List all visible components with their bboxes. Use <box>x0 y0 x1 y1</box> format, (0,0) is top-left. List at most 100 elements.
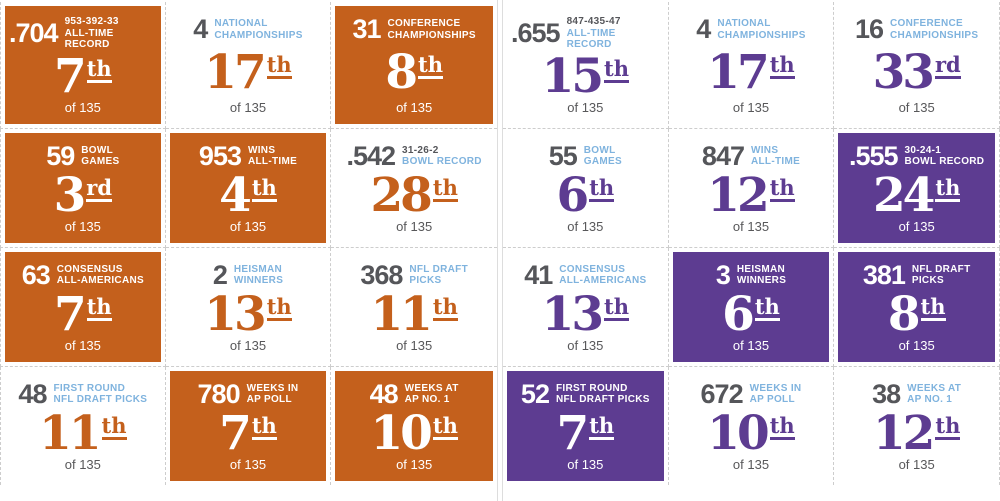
stat-label-line1: CONSENSUS <box>559 263 626 275</box>
rank-suffix: th <box>920 293 946 321</box>
rank-number: 13 <box>204 286 266 342</box>
rank-denominator: of 135 <box>732 99 770 115</box>
rank-suffix: th <box>935 412 961 440</box>
stat-label-line1: WEEKS AT <box>907 382 962 394</box>
stat-label-line2: BOWL RECORD <box>402 156 482 167</box>
rank-suffix: th <box>86 293 112 321</box>
stat-header: .555 30-24-1 BOWL RECORD <box>842 142 991 170</box>
rank-suffix: th <box>754 293 780 321</box>
stat-label-line1: FIRST ROUND <box>53 382 126 394</box>
stat-header: 3 HEISMAN WINNERS <box>677 261 826 289</box>
rank-denominator: of 135 <box>732 218 770 234</box>
stat-value: 4 <box>696 14 711 44</box>
stat-header: 52 FIRST ROUND NFL DRAFT PICKS <box>511 380 660 408</box>
stat-header: 780 WEEKS IN AP POLL <box>174 380 323 408</box>
rank-number: 11 <box>370 286 432 342</box>
stat-value: 59 <box>46 140 75 171</box>
rank-number: 10 <box>370 405 432 461</box>
stat-header: 59 BOWL GAMES <box>9 140 157 171</box>
rank-number: 4 <box>219 167 252 223</box>
stat-label-line1: NFL DRAFT <box>409 263 468 275</box>
stat-label-line2: CHAMPIONSHIPS <box>890 29 979 41</box>
stat-header: 48 WEEKS AT AP NO. 1 <box>339 380 489 408</box>
stat-label-line2: PICKS <box>409 275 442 286</box>
stat-header: 672 WEEKS IN AP POLL <box>677 380 826 408</box>
rank-number: 24 <box>872 167 935 223</box>
stat-label: 31-26-2 BOWL RECORD <box>402 145 482 168</box>
stat-label-line1: 847-435-47 <box>566 16 621 27</box>
rank-number: 12 <box>872 405 935 461</box>
stat-header: 381 NFL DRAFT PICKS <box>842 261 991 289</box>
rank-denominator: of 135 <box>732 456 770 472</box>
stat-label: FIRST ROUND NFL DRAFT PICKS <box>53 383 147 406</box>
rank-suffix: th <box>266 293 292 321</box>
stat-header: 63 CONSENSUS ALL-AMERICANS <box>9 261 157 289</box>
stat-label-line1: BOWL <box>81 144 114 156</box>
rank-denominator: of 135 <box>396 337 433 353</box>
stat-header: .542 31-26-2 BOWL RECORD <box>339 142 489 170</box>
stat-value: 38 <box>872 378 901 409</box>
rank-number: 7 <box>53 48 87 104</box>
stat-label-line1: NATIONAL <box>717 18 771 29</box>
stat-label-line2: ALL-TIME RECORD <box>566 27 616 51</box>
stat-header: 16 CONFERENCE CHAMPIONSHIPS <box>842 16 991 43</box>
rank-suffix: th <box>935 174 961 202</box>
rank-denominator: of 135 <box>567 99 604 115</box>
rank-number: 7 <box>556 405 589 461</box>
rank-suffix: th <box>589 174 615 202</box>
rank-suffix: th <box>432 293 458 321</box>
rank-number: 33 <box>872 44 935 100</box>
rank-number: 10 <box>707 405 769 461</box>
rank-suffix: th <box>604 293 630 321</box>
rank-suffix: th <box>432 412 458 440</box>
stat-header: 4 NATIONAL CHAMPIONSHIPS <box>174 16 323 43</box>
stat-label-line2: CHAMPIONSHIPS <box>387 29 476 41</box>
stat-label: FIRST ROUND NFL DRAFT PICKS <box>556 383 650 406</box>
rank-denominator: of 135 <box>64 337 101 353</box>
stat-label-line1: WEEKS IN <box>749 382 802 394</box>
rank-suffix: th <box>589 412 615 440</box>
team-a-panel: .704 953-392-33 ALL-TIME RECORD 7 th of 1… <box>0 0 497 501</box>
panel-divider <box>497 0 503 501</box>
stat-value: 953 <box>198 140 242 171</box>
stat-value: 48 <box>18 378 47 409</box>
rank-number: 8 <box>385 44 418 100</box>
stat-label-line1: WEEKS IN <box>246 382 299 394</box>
rank-number: 8 <box>887 286 921 342</box>
stat-value: 368 <box>360 259 403 290</box>
stat-label: NATIONAL CHAMPIONSHIPS <box>717 18 805 41</box>
rank-denominator: of 135 <box>396 99 433 115</box>
stat-header: .704 953-392-33 ALL-TIME RECORD <box>9 16 157 51</box>
stat-header: 41 CONSENSUS ALL-AMERICANS <box>511 261 660 289</box>
rank-number: 6 <box>556 167 589 223</box>
stat-label-line2: ALL-AMERICANS <box>56 275 144 286</box>
stat-label-line2: CHAMPIONSHIPS <box>214 29 303 41</box>
